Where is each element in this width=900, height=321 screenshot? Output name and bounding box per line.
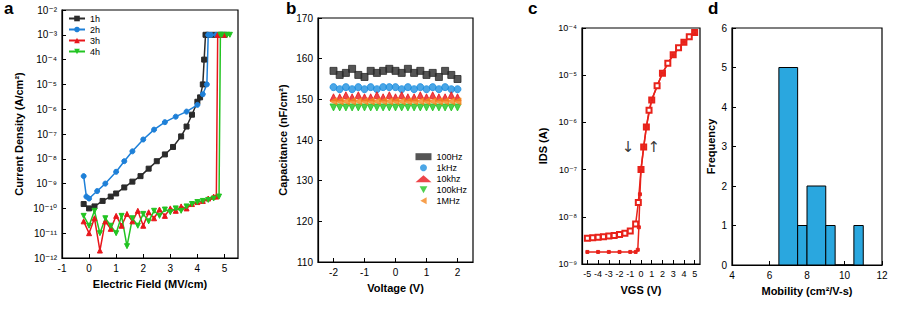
svg-text:-2: -2 xyxy=(616,269,624,279)
svg-text:5: 5 xyxy=(721,62,727,73)
svg-text:10⁻⁶: 10⁻⁶ xyxy=(36,104,57,115)
svg-text:Electric Field (MV/cm): Electric Field (MV/cm) xyxy=(93,278,208,290)
svg-text:10⁻¹⁰: 10⁻¹⁰ xyxy=(33,203,57,214)
svg-text:↑: ↑ xyxy=(648,138,661,156)
svg-text:Current Density (A/cm²): Current Density (A/cm²) xyxy=(13,72,25,196)
svg-text:140: 140 xyxy=(296,135,313,146)
svg-text:1: 1 xyxy=(113,263,119,274)
svg-text:↓: ↓ xyxy=(622,138,635,156)
svg-text:10⁻⁷: 10⁻⁷ xyxy=(37,129,57,140)
svg-text:110: 110 xyxy=(297,257,313,268)
svg-text:2: 2 xyxy=(140,263,146,274)
svg-text:2: 2 xyxy=(455,267,461,278)
svg-text:-1: -1 xyxy=(58,263,67,274)
svg-text:1: 1 xyxy=(649,269,654,279)
svg-text:10⁻⁵: 10⁻⁵ xyxy=(36,79,57,90)
svg-text:10khz: 10khz xyxy=(436,174,461,184)
svg-text:-3: -3 xyxy=(605,269,613,279)
svg-text:100Hz: 100Hz xyxy=(436,152,463,162)
svg-text:Voltage (V): Voltage (V) xyxy=(367,282,424,294)
svg-text:2h: 2h xyxy=(90,25,100,35)
svg-text:d: d xyxy=(708,0,718,18)
svg-text:5: 5 xyxy=(222,263,228,274)
svg-text:4h: 4h xyxy=(90,47,100,57)
svg-text:0: 0 xyxy=(86,263,92,274)
svg-text:-1: -1 xyxy=(626,269,634,279)
svg-text:10⁻⁵: 10⁻⁵ xyxy=(559,70,578,80)
svg-text:1MHz: 1MHz xyxy=(436,196,460,206)
svg-text:1kHz: 1kHz xyxy=(436,163,457,173)
svg-text:10⁻¹²: 10⁻¹² xyxy=(34,253,58,264)
svg-text:12: 12 xyxy=(876,270,888,281)
svg-text:160: 160 xyxy=(296,53,313,64)
svg-text:1: 1 xyxy=(721,220,727,231)
svg-text:3h: 3h xyxy=(90,36,100,46)
svg-text:10⁻⁷: 10⁻⁷ xyxy=(559,165,577,175)
svg-text:10⁻⁹: 10⁻⁹ xyxy=(36,178,57,189)
svg-text:3: 3 xyxy=(671,269,676,279)
svg-text:0: 0 xyxy=(721,260,727,271)
svg-text:b: b xyxy=(286,0,296,18)
svg-text:3: 3 xyxy=(721,141,727,152)
svg-text:Capacitance (nF/cm²): Capacitance (nF/cm²) xyxy=(277,84,289,196)
svg-text:4: 4 xyxy=(721,102,727,113)
svg-text:-2: -2 xyxy=(329,267,338,278)
svg-text:2: 2 xyxy=(660,269,665,279)
svg-text:VGS (V): VGS (V) xyxy=(621,284,662,296)
svg-text:10: 10 xyxy=(839,270,851,281)
svg-text:170: 170 xyxy=(296,13,313,24)
svg-text:150: 150 xyxy=(296,94,313,105)
svg-text:3: 3 xyxy=(168,263,174,274)
svg-text:IDS (A): IDS (A) xyxy=(537,127,549,164)
svg-text:-1: -1 xyxy=(360,267,369,278)
svg-text:10⁻³: 10⁻³ xyxy=(37,29,57,40)
svg-text:-4: -4 xyxy=(594,269,602,279)
svg-text:Frequency: Frequency xyxy=(705,118,717,175)
svg-text:1h: 1h xyxy=(90,14,100,24)
svg-text:0: 0 xyxy=(393,267,399,278)
svg-text:120: 120 xyxy=(296,216,313,227)
svg-text:-5: -5 xyxy=(583,269,591,279)
svg-text:10⁻¹¹: 10⁻¹¹ xyxy=(34,228,58,239)
svg-text:a: a xyxy=(4,0,14,18)
svg-text:100kHz: 100kHz xyxy=(436,185,467,195)
svg-text:10⁻⁴: 10⁻⁴ xyxy=(558,23,577,33)
svg-text:10⁻²: 10⁻² xyxy=(37,5,57,16)
svg-text:6: 6 xyxy=(767,270,773,281)
svg-text:5: 5 xyxy=(692,269,697,279)
svg-text:10⁻⁶: 10⁻⁶ xyxy=(559,117,578,127)
svg-text:10⁻⁹: 10⁻⁹ xyxy=(558,259,577,269)
svg-text:10⁻⁸: 10⁻⁸ xyxy=(558,212,577,222)
svg-text:c: c xyxy=(528,0,537,18)
svg-text:10⁻⁴: 10⁻⁴ xyxy=(36,54,57,65)
svg-text:4: 4 xyxy=(195,263,201,274)
svg-text:Mobility (cm²/V-s): Mobility (cm²/V-s) xyxy=(761,285,852,297)
svg-text:1: 1 xyxy=(424,267,430,278)
svg-text:8: 8 xyxy=(804,270,810,281)
svg-text:0: 0 xyxy=(638,269,643,279)
svg-text:10⁻⁸: 10⁻⁸ xyxy=(36,153,57,164)
svg-text:2: 2 xyxy=(721,181,727,192)
svg-text:4: 4 xyxy=(729,270,735,281)
svg-text:130: 130 xyxy=(296,175,313,186)
svg-text:4: 4 xyxy=(681,269,686,279)
svg-text:6: 6 xyxy=(721,23,727,34)
